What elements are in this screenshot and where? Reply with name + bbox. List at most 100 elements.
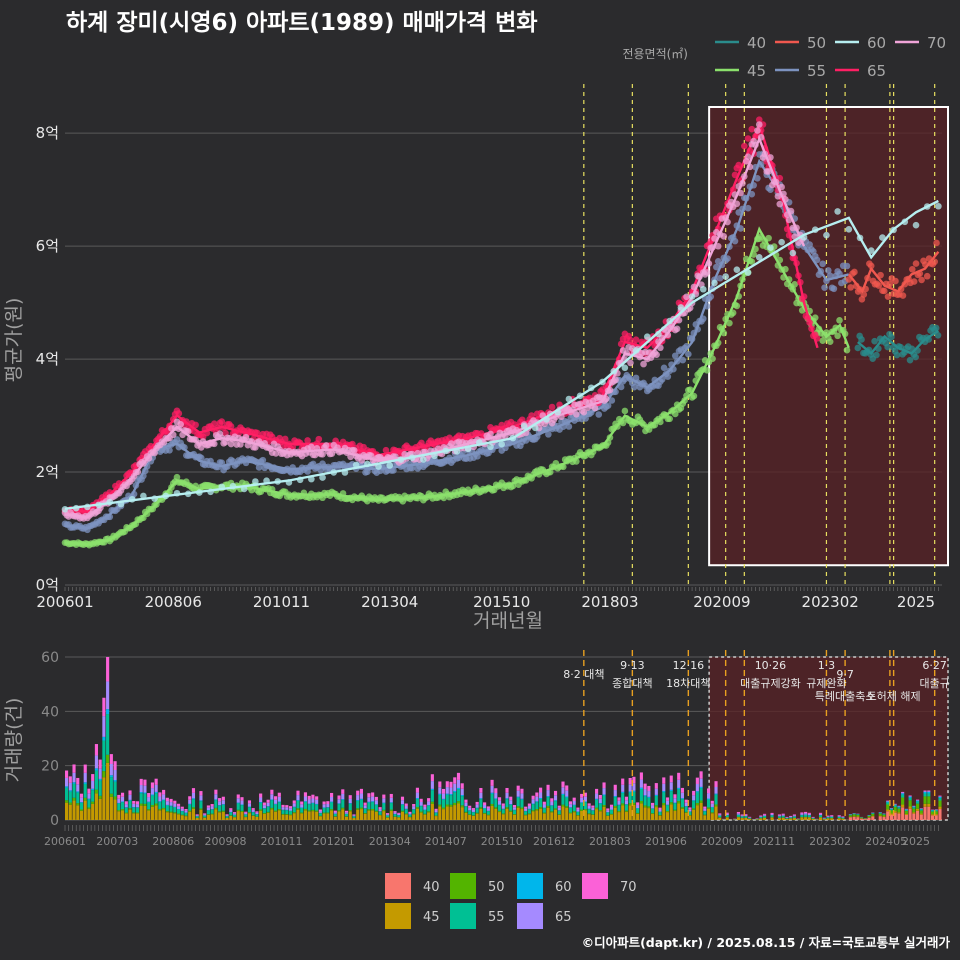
bar-segment-45 xyxy=(382,811,386,820)
bar-segment-40 xyxy=(871,816,875,820)
bar-segment-45 xyxy=(65,802,69,820)
scatter-point-45 xyxy=(671,410,679,418)
bar-segment-65 xyxy=(445,787,449,794)
bar-segment-60 xyxy=(695,791,699,793)
bar-segment-50 xyxy=(512,814,517,815)
bar-segment-60 xyxy=(535,801,539,803)
bar-segment-45 xyxy=(938,806,942,810)
bar-legend-key-45 xyxy=(385,903,411,929)
bar-segment-50 xyxy=(359,807,364,810)
bar-segment-45 xyxy=(408,817,412,820)
bar-segment-45 xyxy=(281,814,285,820)
bar-segment-55 xyxy=(244,814,248,817)
bar-segment-40 xyxy=(919,814,923,820)
x-tick-label: 202302 xyxy=(802,593,859,611)
bar-segment-55 xyxy=(595,799,599,808)
bar-segment-50 xyxy=(247,812,252,814)
bar-segment-45 xyxy=(789,818,793,820)
bar-segment-55 xyxy=(916,801,920,804)
policy-annotation: 1·3 xyxy=(818,659,836,672)
bar-segment-65 xyxy=(277,796,281,802)
bar-segment-70 xyxy=(647,785,651,792)
bar-segment-65 xyxy=(826,816,830,818)
bar-segment-50 xyxy=(501,813,505,815)
bar-segment-60 xyxy=(665,804,670,806)
bar-segment-70 xyxy=(505,787,509,793)
bar-segment-65 xyxy=(792,815,796,817)
bar-segment-45 xyxy=(169,812,173,820)
bar-segment-45 xyxy=(221,811,225,820)
bar-segment-70 xyxy=(270,789,274,795)
bar-legend-label-60: 60 xyxy=(555,880,572,895)
bar-segment-70 xyxy=(382,794,386,799)
bar-segment-50 xyxy=(595,807,599,810)
bar-segment-60 xyxy=(98,778,102,781)
bar-segment-45 xyxy=(288,815,293,820)
bar-segment-45 xyxy=(550,812,554,820)
bar-segment-50 xyxy=(363,813,367,814)
bar-x-tick-label: 201612 xyxy=(533,835,575,848)
bar-segment-50 xyxy=(643,805,647,808)
bar-segment-45 xyxy=(654,807,658,820)
bar-segment-60 xyxy=(94,768,98,771)
bar-segment-45 xyxy=(516,807,520,820)
bar-segment-55 xyxy=(867,815,871,816)
bar-segment-45 xyxy=(415,808,419,820)
bar-segment-55 xyxy=(516,797,520,807)
bar-segment-70 xyxy=(497,797,502,801)
bar-segment-45 xyxy=(684,812,688,820)
bar-segment-70 xyxy=(837,815,841,816)
bar-segment-60 xyxy=(270,799,274,801)
scatter-point-45 xyxy=(826,338,834,345)
bar-segment-70 xyxy=(162,789,166,795)
bar-segment-55 xyxy=(486,811,490,815)
bar-segment-55 xyxy=(162,800,166,808)
bar-segment-70 xyxy=(826,815,830,817)
bar-segment-65 xyxy=(505,792,509,799)
bar-segment-60 xyxy=(68,790,72,792)
bar-segment-60 xyxy=(135,807,140,808)
bar-segment-65 xyxy=(106,681,110,710)
bar-segment-70 xyxy=(154,778,158,785)
bar-segment-55 xyxy=(792,816,796,818)
bar-segment-60 xyxy=(583,801,587,803)
bar-segment-65 xyxy=(389,797,393,803)
bar-segment-55 xyxy=(598,803,602,810)
bar-segment-70 xyxy=(169,798,173,803)
bar-segment-60 xyxy=(934,809,938,811)
bar-segment-50 xyxy=(445,804,449,807)
bar-segment-45 xyxy=(792,818,796,820)
scatter-point-70 xyxy=(177,421,185,428)
bar-segment-70 xyxy=(236,794,240,799)
bar-segment-50 xyxy=(169,811,173,813)
scatter-point-40 xyxy=(854,344,862,352)
scatter-point-65 xyxy=(281,435,289,443)
bar-segment-70 xyxy=(800,812,804,814)
bar-x-tick-label: 200806 xyxy=(152,835,194,848)
bar-segment-60 xyxy=(247,806,252,808)
bar-segment-50 xyxy=(639,800,643,804)
scatter-point-70 xyxy=(744,153,752,160)
bar-segment-55 xyxy=(464,806,468,812)
bar-segment-45 xyxy=(255,816,259,820)
bar-segment-55 xyxy=(680,799,685,808)
bar-segment-65 xyxy=(91,780,95,789)
bar-segment-65 xyxy=(568,804,573,808)
bar-segment-60 xyxy=(632,790,636,792)
bar-segment-45 xyxy=(147,810,151,820)
bar-segment-45 xyxy=(580,810,584,820)
bar-segment-55 xyxy=(76,792,80,804)
bar-segment-45 xyxy=(651,814,655,820)
scatter-point-70 xyxy=(487,430,494,438)
bar-segment-65 xyxy=(818,813,823,816)
bar-segment-65 xyxy=(251,809,255,812)
scatter-point-70 xyxy=(653,351,660,358)
bar-segment-65 xyxy=(330,797,334,802)
bar-segment-65 xyxy=(296,795,300,801)
bar-segment-70 xyxy=(617,797,621,801)
bar-segment-70 xyxy=(132,800,136,804)
bar-segment-55 xyxy=(259,802,263,810)
scatter-point-70 xyxy=(252,444,259,451)
bar-segment-65 xyxy=(789,816,793,818)
bar-segment-45 xyxy=(296,809,300,820)
